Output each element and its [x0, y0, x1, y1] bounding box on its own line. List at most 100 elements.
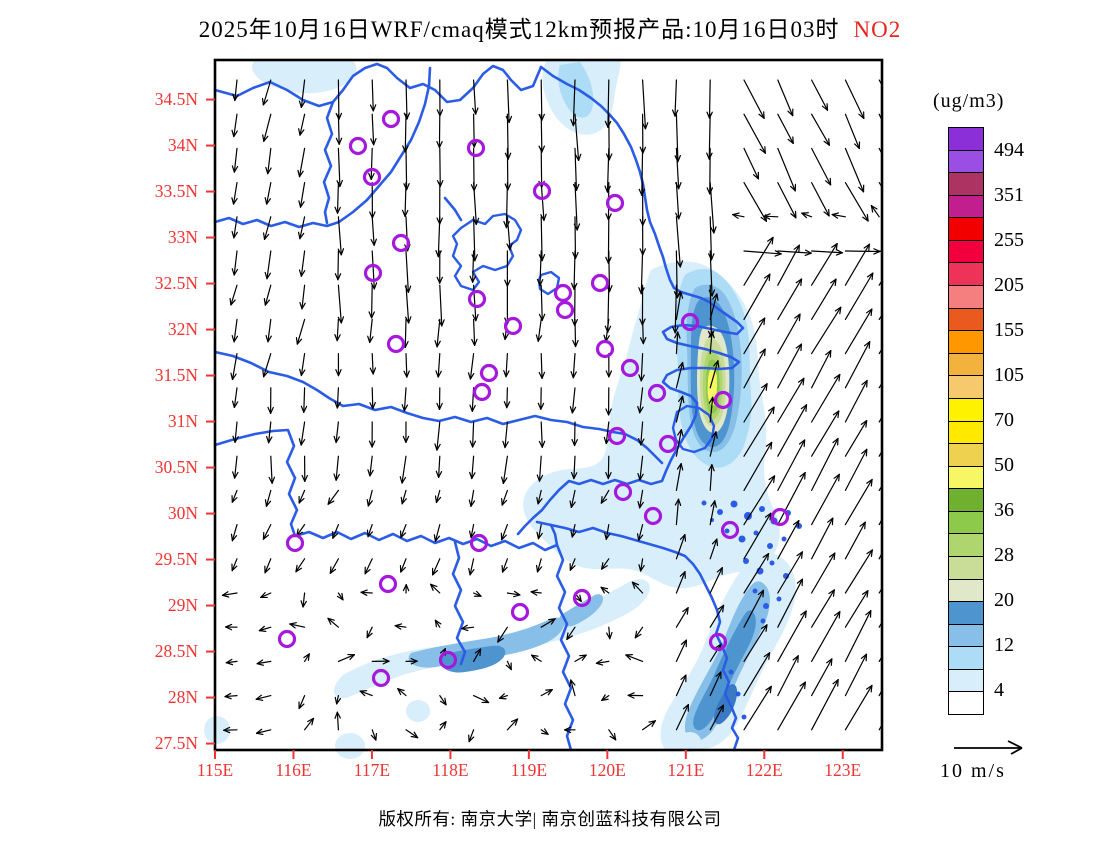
- wind-arrow: [327, 617, 340, 628]
- wind-arrow: [366, 524, 374, 538]
- wind-arrow: [221, 591, 238, 598]
- y-tick-label: 30.5N: [154, 456, 198, 477]
- wind-arrow: [301, 455, 308, 483]
- wind-arrow: [469, 455, 476, 480]
- wind-arrow: [601, 558, 610, 570]
- wind-arrow: [505, 660, 512, 671]
- wind-arrow: [743, 383, 768, 423]
- lake-outline: [537, 270, 561, 296]
- wind-arrow: [844, 478, 873, 526]
- wind-arrow: [303, 717, 315, 731]
- wind-arrow: [844, 590, 869, 628]
- wind-arrow: [810, 658, 833, 697]
- colorbar-cell: [949, 421, 983, 445]
- wind-vector-field: [221, 79, 882, 743]
- wind-arrow: [777, 313, 801, 355]
- wind-arrow: [675, 463, 684, 491]
- wind-arrow: [564, 726, 576, 734]
- wind-arrow: [260, 592, 272, 599]
- island-dot: [717, 509, 723, 515]
- axis-ticks: [206, 98, 844, 759]
- city-marker: [613, 482, 633, 502]
- wind-arrow: [536, 524, 543, 540]
- wind-arrow: [298, 181, 306, 208]
- island-dot: [769, 560, 775, 566]
- wind-arrow: [777, 610, 807, 663]
- wind-arrow: [298, 421, 306, 446]
- wind-arrow: [709, 293, 719, 320]
- wind-arrow: [368, 421, 376, 448]
- wind-arrow: [335, 353, 342, 377]
- city-marker: [658, 434, 678, 454]
- wind-arrow: [675, 361, 685, 389]
- wind-arrow: [232, 455, 239, 479]
- wind-arrow: [605, 455, 612, 480]
- city-marker: [371, 668, 391, 688]
- wind-arrow: [569, 489, 576, 509]
- island-dot: [767, 543, 773, 549]
- wind-arrow: [675, 291, 684, 320]
- colorbar-cell: [949, 218, 983, 241]
- wind-arrow: [844, 341, 871, 389]
- wind-arrow: [231, 387, 239, 408]
- y-tick-label: 34N: [167, 134, 198, 155]
- wind-arrow: [295, 318, 306, 345]
- city-marker: [510, 602, 530, 622]
- wind-arrow: [777, 655, 799, 697]
- shading-region: [713, 684, 738, 725]
- wind-arrow: [709, 538, 719, 560]
- wind-arrow: [574, 113, 582, 162]
- x-tick-label: 116E: [275, 760, 312, 780]
- wind-arrow: [810, 589, 835, 628]
- wind-arrow: [335, 113, 343, 145]
- wind-arrow: [337, 284, 345, 324]
- wind-arrow: [574, 654, 587, 663]
- wind-arrow: [400, 524, 407, 539]
- y-tick-label: 27.5N: [154, 732, 198, 753]
- wind-arrow: [264, 250, 272, 280]
- wind-arrow: [369, 387, 376, 410]
- wind-arrow: [295, 558, 306, 573]
- wind-arrow: [262, 113, 272, 142]
- wind-arrow: [369, 181, 376, 219]
- boundary-line: [535, 520, 740, 752]
- coastal-islands: [701, 500, 802, 720]
- boundary-line: [213, 62, 543, 108]
- colorbar-value-label: 36: [994, 499, 1014, 522]
- wind-arrow: [566, 626, 576, 641]
- wind-arrow: [777, 681, 806, 731]
- wind-arrow: [675, 395, 685, 423]
- island-dot: [743, 558, 749, 564]
- wind-arrow: [777, 147, 797, 192]
- wind-arrow: [298, 113, 306, 136]
- wind-arrow: [439, 694, 447, 706]
- wind-arrow: [709, 567, 723, 594]
- wind-arrow: [743, 685, 772, 731]
- wind-arrow: [743, 348, 766, 389]
- wind-arrow: [777, 181, 797, 219]
- island-dot: [738, 535, 746, 543]
- wind-arrow: [844, 243, 871, 286]
- wind-arrow: [743, 512, 772, 560]
- colorbar-cell: [949, 602, 983, 625]
- wind-reference-label: 10 m/s: [940, 760, 1006, 782]
- wind-arrow: [675, 674, 687, 697]
- wind-arrow: [261, 79, 272, 106]
- colorbar-cell: [949, 647, 983, 670]
- city-marker: [720, 520, 740, 540]
- wind-arrow: [810, 306, 842, 355]
- wind-arrow: [637, 455, 644, 481]
- wind-arrow: [777, 578, 804, 628]
- shading-region: [679, 732, 702, 752]
- wind-arrow: [638, 250, 645, 295]
- wind-arrow: [439, 721, 447, 731]
- wind-arrow: [709, 671, 722, 697]
- x-tick-label: 117E: [353, 760, 391, 780]
- colorbar-value-label: 155: [994, 318, 1024, 341]
- boundary-line: [322, 100, 335, 225]
- wind-arrow: [231, 558, 238, 572]
- colorbar-cell: [949, 353, 983, 377]
- y-tick-label: 30N: [167, 502, 198, 523]
- wind-arrow: [403, 353, 410, 378]
